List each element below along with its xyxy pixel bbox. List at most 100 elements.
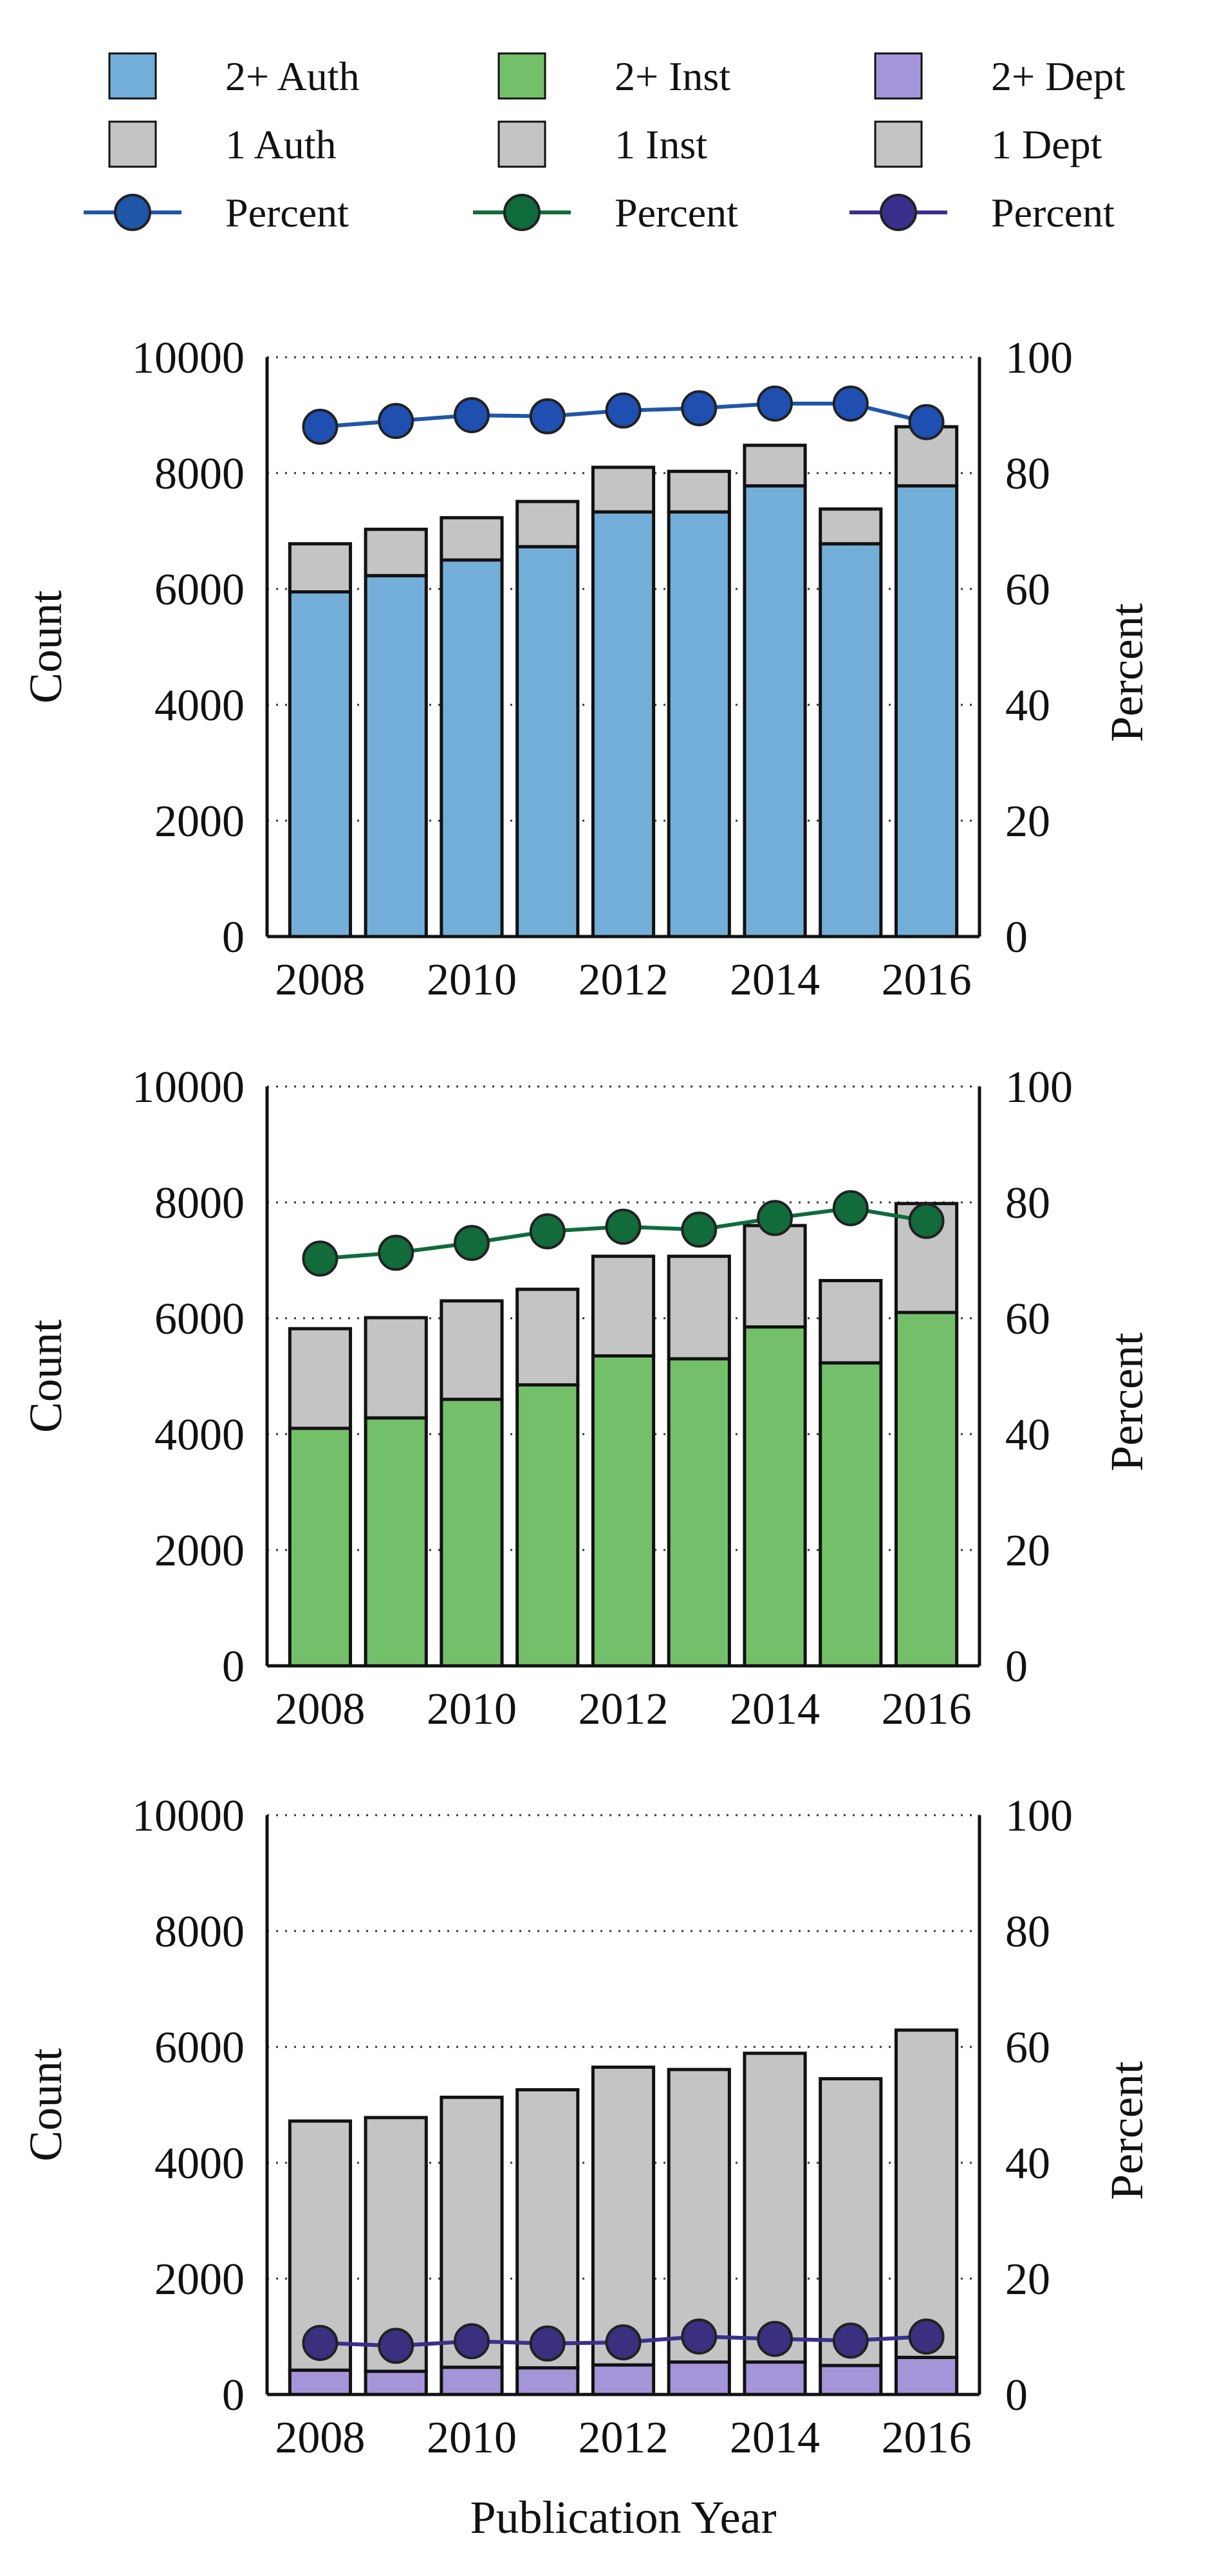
bar xyxy=(364,574,428,938)
bar-series xyxy=(288,2028,959,2373)
percent-point xyxy=(529,1213,566,1249)
y-right-tick-label: 80 xyxy=(1005,1179,1050,1228)
y-tick-label: 10000 xyxy=(132,333,245,383)
legend-marker xyxy=(503,194,541,231)
bar xyxy=(819,542,883,938)
bar xyxy=(515,545,580,938)
bar xyxy=(591,465,656,514)
percent-point xyxy=(908,2319,945,2355)
bar xyxy=(819,1361,883,1668)
bar xyxy=(591,2066,656,2367)
x-tick-label: 2008 xyxy=(275,1685,365,1734)
bar xyxy=(743,443,807,488)
y-axis-title: Count xyxy=(20,1320,71,1433)
bar xyxy=(819,507,883,546)
y-right-axis-title: Percent xyxy=(1101,2061,1153,2200)
chart-panel: 0 2000 4000 6000 8000 10000 0 20 40 60 80 100 2008 20… xyxy=(20,1791,1153,2543)
bar xyxy=(440,516,504,562)
legend-label: Percent xyxy=(615,190,738,236)
x-tick-label: 2010 xyxy=(427,1685,517,1734)
bar xyxy=(743,2051,807,2364)
bar xyxy=(440,1397,504,1668)
y-tick-label: 8000 xyxy=(154,449,245,499)
x-tick-label: 2012 xyxy=(579,1685,669,1734)
percent-point xyxy=(605,1208,642,1245)
bar xyxy=(288,1426,353,1668)
bar xyxy=(819,2077,883,2367)
bar xyxy=(591,1255,656,1358)
legend-label: 2+ Auth xyxy=(225,53,360,99)
legend-swatch xyxy=(874,120,923,168)
bar xyxy=(440,1299,504,1401)
percent-point xyxy=(681,1211,718,1248)
bar-series xyxy=(288,425,959,593)
y-tick-label: 6000 xyxy=(154,1294,245,1344)
x-tick-label: 2010 xyxy=(427,2413,517,2463)
y-right-tick-label: 0 xyxy=(1005,1642,1028,1692)
bar xyxy=(743,1325,807,1668)
legend: 2+ Auth 2+ Inst 2+ Dept 1 Auth 1 Inst 1 Dept P… xyxy=(84,52,1126,236)
bar xyxy=(667,1357,731,1668)
percent-point xyxy=(757,1200,793,1237)
y-tick-label: 2000 xyxy=(154,1526,245,1576)
y-right-tick-label: 100 xyxy=(1005,333,1073,383)
bar xyxy=(894,2028,959,2359)
percent-point xyxy=(453,397,490,433)
y-tick-label: 6000 xyxy=(154,565,245,615)
y-right-tick-label: 20 xyxy=(1005,2255,1050,2304)
bar xyxy=(288,542,353,593)
bar xyxy=(515,499,580,548)
x-tick-label: 2014 xyxy=(730,955,820,1005)
y-right-tick-label: 20 xyxy=(1005,797,1050,846)
y-right-axis-title: Percent xyxy=(1101,603,1153,742)
legend-swatch xyxy=(497,120,546,168)
bar xyxy=(288,1327,353,1430)
y-right-tick-label: 80 xyxy=(1005,449,1050,499)
bar xyxy=(364,527,428,577)
bar xyxy=(591,2363,656,2396)
percent-point xyxy=(302,2324,339,2361)
y-tick-label: 6000 xyxy=(154,2023,245,2073)
chart-panel: 0 2000 4000 6000 8000 10000 0 20 40 60 80 100 2008 20… xyxy=(20,333,1153,1005)
bar xyxy=(591,510,656,938)
y-right-tick-label: 60 xyxy=(1005,565,1050,615)
percent-point xyxy=(832,1190,869,1226)
legend-item: Percent xyxy=(84,190,349,236)
y-right-tick-label: 0 xyxy=(1005,913,1028,962)
legend-item: 2+ Auth xyxy=(108,52,360,100)
bar xyxy=(515,2088,580,2370)
y-right-tick-label: 40 xyxy=(1005,681,1050,731)
x-tick-label: 2008 xyxy=(275,955,365,1005)
y-right-tick-label: 40 xyxy=(1005,1410,1050,1460)
y-tick-label: 2000 xyxy=(154,2255,245,2304)
bar xyxy=(440,558,504,938)
legend-marker xyxy=(114,194,151,231)
x-tick-label: 2012 xyxy=(579,2413,669,2463)
bar xyxy=(364,1316,428,1420)
percent-point xyxy=(832,386,869,422)
bar xyxy=(440,2366,504,2396)
bar xyxy=(894,484,959,938)
legend-swatch xyxy=(108,120,157,168)
legend-item: 2+ Dept xyxy=(874,52,1126,100)
legend-item: 1 Inst xyxy=(497,120,707,168)
y-axis-title: Count xyxy=(20,590,71,704)
bar xyxy=(515,1287,580,1386)
percent-point xyxy=(529,398,566,434)
y-tick-label: 0 xyxy=(222,913,245,962)
y-right-tick-label: 40 xyxy=(1005,2139,1050,2189)
bar xyxy=(667,1255,731,1361)
legend-label: Percent xyxy=(991,190,1115,236)
bar-series xyxy=(288,1311,959,1668)
legend-label: 1 Inst xyxy=(615,122,707,167)
percent-point xyxy=(681,2319,718,2355)
percent-line-series xyxy=(302,2319,945,2364)
bar xyxy=(743,484,807,938)
legend-label: 2+ Dept xyxy=(991,53,1126,99)
bar xyxy=(894,2355,959,2396)
legend-swatch xyxy=(108,52,157,100)
percent-point xyxy=(832,2322,869,2359)
legend-swatch xyxy=(874,52,923,100)
y-right-tick-label: 100 xyxy=(1005,1791,1073,1841)
percent-point xyxy=(908,404,945,440)
